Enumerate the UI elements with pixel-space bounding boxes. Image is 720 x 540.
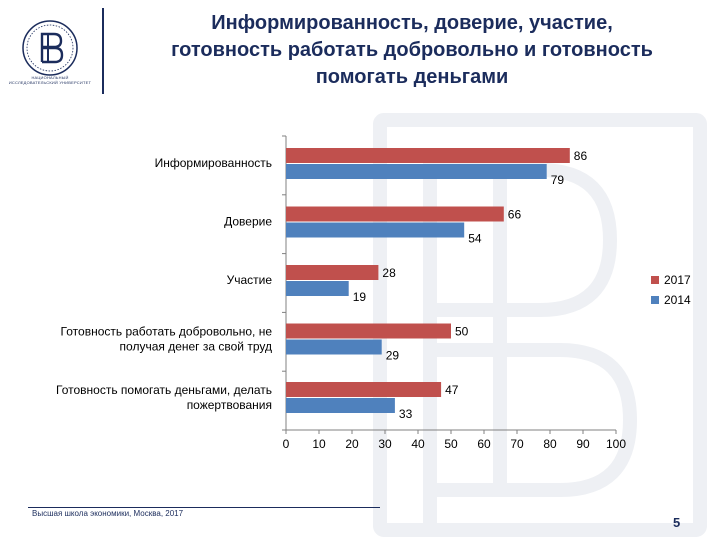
footer-text: Высшая школа экономики, Москва, 2017 [32, 509, 184, 518]
legend-swatch-2014 [651, 296, 659, 304]
x-tick-label: 40 [411, 437, 425, 451]
x-tick-label: 30 [378, 437, 392, 451]
bar-2014 [286, 164, 547, 179]
logo-caption: НАЦИОНАЛЬНЫЙ ИССЛЕДОВАТЕЛЬСКИЙ УНИВЕРСИТ… [8, 75, 92, 85]
bar-2014 [286, 339, 382, 355]
hse-logo [22, 20, 78, 76]
title-line: Информированность, доверие, участие, [211, 12, 613, 34]
category-label: получая денег за свой труд [120, 340, 272, 354]
category-label: Доверие [224, 215, 272, 229]
slide-title: Информированность, доверие, участие, гот… [112, 10, 712, 91]
category-label: Участие [227, 273, 273, 287]
data-label: 47 [445, 383, 459, 397]
data-label: 54 [468, 232, 482, 246]
bar-2014 [286, 398, 395, 413]
x-tick-label: 60 [477, 437, 491, 451]
bar-2014 [286, 281, 349, 296]
data-label: 86 [574, 149, 588, 163]
data-label: 79 [551, 173, 565, 187]
data-label: 50 [455, 325, 469, 339]
category-label: Информированность [155, 156, 272, 170]
x-tick-label: 10 [312, 437, 326, 451]
x-tick-label: 100 [606, 437, 626, 451]
data-label: 33 [399, 407, 413, 421]
legend-label: 2014 [664, 293, 691, 307]
category-label: Готовность работать добровольно, не [61, 325, 273, 339]
bar-2017 [286, 382, 442, 397]
data-label: 28 [382, 266, 396, 280]
x-tick-label: 20 [345, 437, 359, 451]
x-tick-label: 0 [283, 437, 290, 451]
bar-2017 [286, 323, 451, 339]
x-tick-label: 90 [576, 437, 590, 451]
title-line: помогать деньгами [315, 66, 509, 88]
data-label: 19 [353, 290, 367, 304]
footer-rule [28, 507, 380, 522]
legend-swatch-2017 [651, 276, 659, 284]
title-line: готовность работать добровольно и готовн… [171, 39, 653, 61]
x-tick-label: 80 [543, 437, 557, 451]
x-tick-label: 70 [510, 437, 524, 451]
page-number: 5 [673, 515, 681, 530]
header-divider [102, 8, 104, 94]
x-tick-label: 50 [444, 437, 458, 451]
data-label: 66 [508, 208, 522, 222]
legend-label: 2017 [664, 273, 691, 287]
bar-2014 [286, 222, 465, 238]
bar-2017 [286, 265, 379, 280]
category-label: пожертвования [187, 398, 272, 412]
bar-2017 [286, 206, 504, 222]
data-label: 29 [386, 349, 400, 363]
bar-2017 [286, 148, 570, 163]
category-label: Готовность помогать деньгами, делать [56, 383, 272, 397]
